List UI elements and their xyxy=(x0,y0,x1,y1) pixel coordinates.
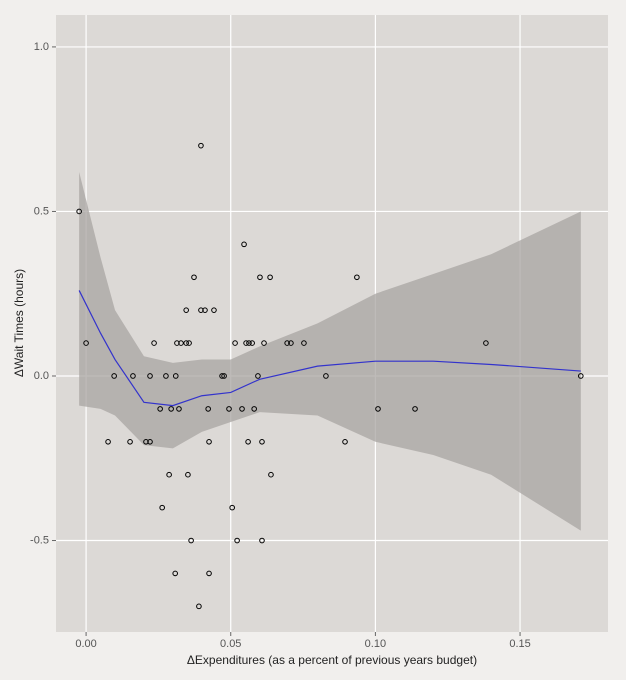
point xyxy=(239,406,245,412)
point xyxy=(257,274,263,281)
point xyxy=(267,274,273,281)
x-tick-label: 0.15 xyxy=(509,638,530,650)
point xyxy=(157,406,163,412)
point xyxy=(183,307,189,313)
point xyxy=(245,438,251,445)
point xyxy=(243,340,249,346)
point xyxy=(246,340,252,346)
point xyxy=(178,340,184,346)
point xyxy=(183,340,189,346)
x-tick-label: 0.05 xyxy=(220,638,241,650)
point xyxy=(251,406,257,412)
point xyxy=(111,373,117,379)
point xyxy=(147,438,153,445)
point xyxy=(168,406,174,412)
point xyxy=(255,373,261,379)
point xyxy=(186,340,192,346)
point xyxy=(76,208,82,215)
confidence-band xyxy=(79,171,581,531)
point xyxy=(241,241,247,248)
point xyxy=(83,340,89,346)
point xyxy=(354,274,360,281)
point xyxy=(226,406,232,412)
point xyxy=(176,406,182,412)
point xyxy=(234,537,240,544)
point xyxy=(211,307,217,313)
point xyxy=(151,340,157,346)
point xyxy=(105,438,111,445)
point xyxy=(483,340,489,346)
point xyxy=(130,373,136,379)
point xyxy=(127,438,133,445)
point xyxy=(259,438,265,445)
point xyxy=(188,537,194,544)
smooth-line xyxy=(78,290,581,407)
point xyxy=(284,340,290,346)
point xyxy=(249,340,255,346)
x-tick-label: 0.10 xyxy=(365,638,386,650)
point xyxy=(219,373,225,379)
point xyxy=(301,340,307,346)
point xyxy=(166,471,172,478)
point xyxy=(206,438,212,445)
point xyxy=(143,438,149,445)
point xyxy=(172,570,178,577)
y-tick-label: -0.5 xyxy=(30,534,49,546)
y-tick-label: 0.5 xyxy=(34,205,49,217)
point xyxy=(288,340,294,346)
marks xyxy=(76,142,584,610)
point xyxy=(198,142,204,149)
band-layer xyxy=(78,171,581,531)
point xyxy=(174,340,180,346)
point xyxy=(202,307,208,313)
y-tick-label: 0.0 xyxy=(34,370,49,382)
point xyxy=(342,438,348,445)
point xyxy=(191,274,197,281)
point xyxy=(229,504,235,511)
point xyxy=(147,373,153,379)
point xyxy=(172,373,179,379)
point xyxy=(206,570,212,577)
y-tick-label: 1.0 xyxy=(34,41,49,53)
point xyxy=(198,307,204,313)
point xyxy=(159,504,165,511)
point xyxy=(163,373,169,379)
point xyxy=(412,406,418,412)
point xyxy=(232,340,238,346)
x-tick-label: 0.00 xyxy=(75,638,96,650)
x-axis-title: ΔExpenditures (as a percent of previous … xyxy=(187,653,477,667)
point xyxy=(259,537,265,544)
point xyxy=(185,471,191,478)
point xyxy=(261,340,267,346)
point xyxy=(196,603,202,610)
point xyxy=(268,471,274,478)
y-axis-title: ΔWait Times (hours) xyxy=(12,269,26,377)
point xyxy=(578,373,584,379)
point xyxy=(205,406,211,412)
point xyxy=(323,373,329,379)
point xyxy=(221,373,227,379)
point xyxy=(375,406,381,412)
